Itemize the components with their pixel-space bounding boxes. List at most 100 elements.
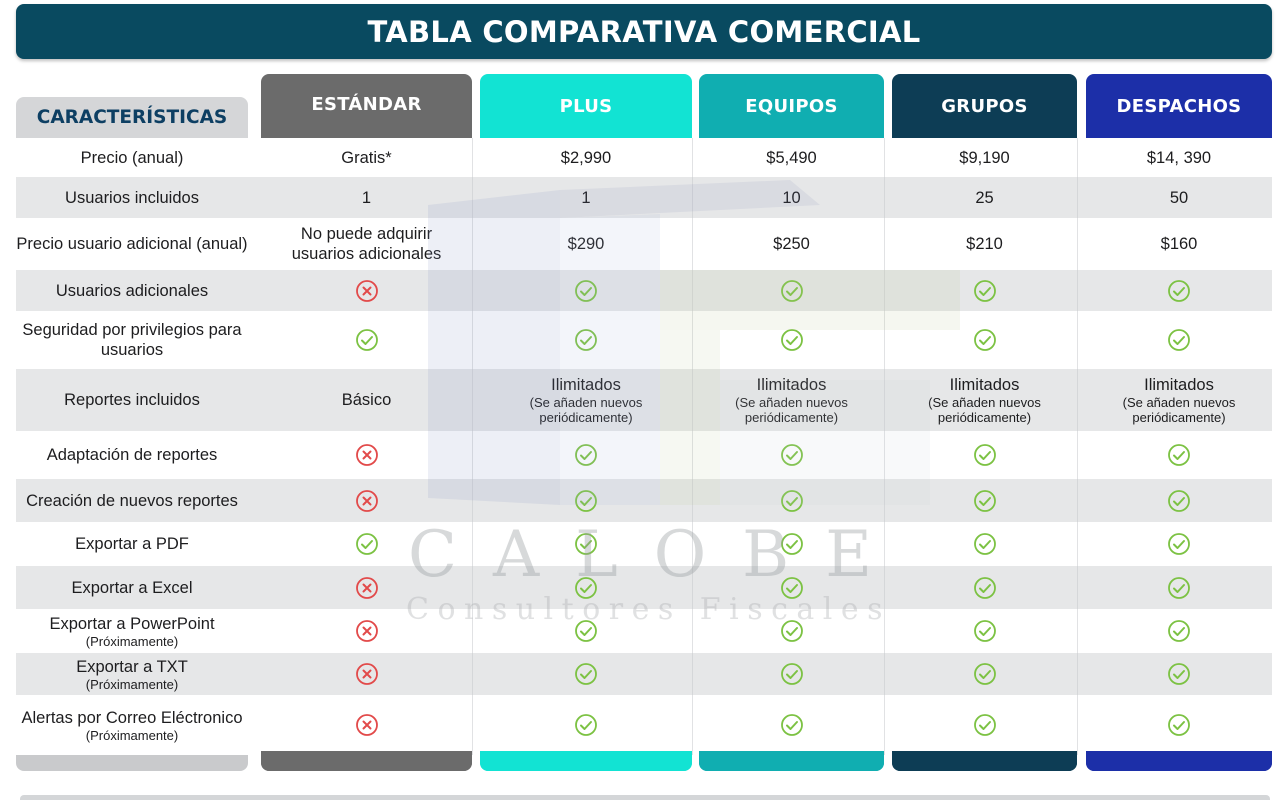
check-icon: [780, 620, 803, 642]
plan-value-equipos: [699, 695, 884, 755]
table-row: Exportar a Excel: [16, 566, 1272, 609]
value-text: Ilimitados: [1144, 376, 1214, 394]
feature-label: Creación de nuevos reportes: [16, 479, 248, 522]
check-icon: [575, 329, 597, 351]
plan-column-body: [480, 138, 692, 759]
plan-value-estandar: [261, 609, 472, 653]
check-icon: [1168, 279, 1190, 302]
plan-value-despachos: [1086, 270, 1272, 311]
feature-label: Adaptación de reportes: [16, 431, 248, 479]
table-row: Usuarios incluidos 1 1 10 25 50: [16, 177, 1272, 218]
check-icon: [1168, 620, 1190, 642]
plan-value-estandar: [261, 270, 472, 311]
plan-value-plus: [480, 609, 692, 653]
plan-column-despachos: [1086, 74, 1272, 771]
plan-value-estandar: 1: [261, 177, 472, 218]
plan-value-equipos: [699, 609, 884, 653]
plan-value-grupos: 25: [892, 177, 1077, 218]
page-title: TABLA COMPARATIVA COMERCIAL: [16, 4, 1272, 59]
plan-column-footer: [480, 751, 692, 771]
cross-icon: [355, 714, 378, 736]
plan-value-equipos: [699, 311, 884, 369]
plan-value-despachos: 50: [1086, 177, 1272, 218]
plan-value-plus: 1: [480, 177, 692, 218]
value-text: $9,190: [959, 148, 1010, 167]
plan-value-estandar: [261, 479, 472, 522]
plan-header-grupos: GRUPOS: [941, 95, 1028, 117]
value-text: $210: [966, 235, 1003, 253]
feature-label: Precio (anual): [16, 138, 248, 177]
check-icon: [575, 620, 597, 642]
table-row: Exportar a PDF: [16, 522, 1272, 566]
feature-name: Usuarios adicionales: [55, 281, 209, 300]
plan-value-despachos: [1086, 695, 1272, 755]
feature-label: Usuarios incluidos: [16, 177, 248, 218]
plan-value-grupos: [892, 270, 1077, 311]
check-icon: [780, 663, 803, 685]
check-icon: [1168, 329, 1190, 351]
table-row: Precio (anual) Gratis* $2,990 $5,490 $9,190 $…: [16, 138, 1272, 177]
check-icon: [780, 329, 803, 351]
check-icon: [575, 533, 597, 555]
cross-icon: [355, 279, 378, 302]
value-text: Ilimitados: [949, 376, 1020, 394]
check-icon: [973, 533, 996, 555]
value-text: 10: [782, 188, 801, 207]
plan-value-despachos: [1086, 479, 1272, 522]
feature-note: (Próximamente): [85, 633, 179, 649]
plan-header-equipos: EQUIPOS: [745, 95, 838, 117]
plan-value-equipos: [699, 653, 884, 695]
feature-note: (Próximamente): [85, 676, 179, 692]
value-note: (Se añaden nuevos periódicamente): [529, 395, 643, 425]
check-icon: [973, 329, 996, 351]
plan-column-body: [261, 138, 472, 759]
check-icon: [1168, 663, 1190, 685]
cross-icon: [355, 489, 378, 512]
plan-value-plus: [480, 479, 692, 522]
plan-value-despachos: $160: [1086, 218, 1272, 270]
plan-column-footer: [261, 751, 472, 771]
column-divider: [692, 138, 693, 755]
check-icon: [575, 279, 597, 302]
table-row: Creación de nuevos reportes: [16, 479, 1272, 522]
plan-value-estandar: [261, 695, 472, 755]
value-note: (Se añaden nuevos periódicamente): [928, 395, 1041, 425]
feature-name: Creación de nuevos reportes: [26, 491, 238, 510]
plan-value-grupos: [892, 695, 1077, 755]
plan-column-equipos: [699, 74, 884, 771]
feature-name: Alertas por Correo Eléctronico: [21, 708, 243, 727]
feature-label: Alertas por Correo Eléctronico (Próximame…: [16, 695, 248, 755]
plan-value-equipos: [699, 270, 884, 311]
feature-name: Adaptación de reportes: [46, 446, 218, 464]
check-icon: [1168, 444, 1190, 466]
plan-value-estandar: [261, 431, 472, 479]
check-icon: [780, 714, 803, 736]
plan-value-despachos: [1086, 431, 1272, 479]
check-icon: [575, 444, 597, 466]
plan-value-plus: [480, 431, 692, 479]
table-row: Adaptación de reportes: [16, 431, 1272, 479]
check-icon: [355, 533, 378, 555]
plan-value-despachos: [1086, 609, 1272, 653]
value-text: $160: [1160, 235, 1198, 253]
plan-value-equipos: [699, 522, 884, 566]
feature-name: Reportes incluidos: [64, 391, 200, 409]
bottom-strip: [20, 795, 1270, 800]
table-row: Reportes incluidos Básico Ilimitados (Se añ…: [16, 369, 1272, 431]
table-row: Alertas por Correo Eléctronico (Próximame…: [16, 695, 1272, 755]
plan-column-footer: [892, 751, 1077, 771]
plan-header-despachos: DESPACHOS: [1116, 95, 1242, 117]
plan-column-body: [699, 138, 884, 759]
value-text: $5,490: [766, 148, 817, 167]
plan-value-estandar: [261, 566, 472, 609]
feature-name: Precio usuario adicional (anual): [16, 235, 248, 253]
feature-name: Seguridad por privilegios para usuarios: [22, 321, 242, 359]
feature-label: Usuarios adicionales: [16, 270, 248, 311]
plan-value-grupos: [892, 566, 1077, 609]
plan-value-plus: [480, 522, 692, 566]
check-icon: [973, 576, 996, 599]
value-text: Gratis*: [341, 148, 392, 167]
plan-column-grupos: [892, 74, 1077, 771]
plan-value-plus: [480, 311, 692, 369]
plan-column-body: [892, 138, 1077, 759]
